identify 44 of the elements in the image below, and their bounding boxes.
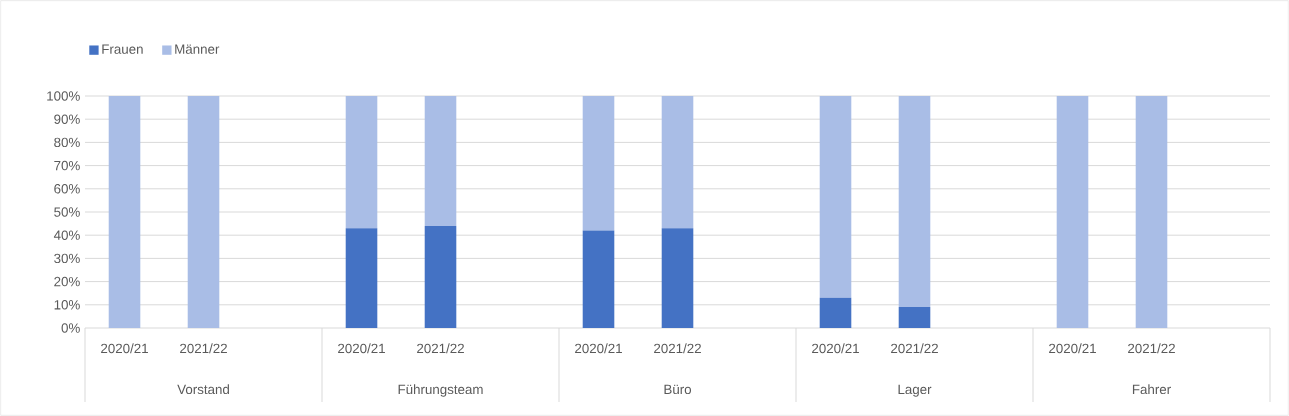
x-tick-label: 2020/21 [338,343,385,354]
y-tick-label: 20% [54,276,80,287]
x-tick-label: 2020/21 [575,343,622,354]
bar [582,95,615,231]
x-tick-label: 2021/22 [180,343,227,354]
text: Vorstand [177,384,229,395]
bar [108,95,141,328]
y-tick-label: 30% [54,253,80,264]
bar [819,95,852,298]
legend-label: Frauen [102,44,143,54]
bar [898,95,931,308]
x-tick-label: 2021/22 [1128,343,1175,354]
y-tick-label: 70% [54,160,80,171]
y-tick-label: 100% [47,91,80,101]
y-tick-label: 80% [54,137,80,148]
y-tick-label: 50% [54,207,80,217]
bar [424,95,457,226]
bar [661,95,694,229]
x-tick-label: 2021/22 [654,343,701,354]
y-tick-label: 10% [54,300,80,310]
text: Fahrer [1132,384,1171,395]
text: Büro [664,384,692,395]
bar [661,228,694,328]
bar [345,228,378,328]
legend-label: Männer [175,44,220,54]
y-tick-label: 40% [53,230,80,240]
bar [345,95,378,229]
text: Führungsteam [398,384,483,397]
bar [819,297,852,328]
bar [1135,95,1168,328]
x-tick-label: 2021/22 [417,343,464,354]
bar [424,225,457,328]
x-tick-label: 2020/21 [1049,343,1096,354]
y-tick-label: 60% [54,184,80,194]
bar [582,230,615,328]
y-tick-label: 0% [61,323,80,333]
x-tick-label: 2021/22 [891,343,938,354]
bar [187,95,220,328]
bar [1056,95,1089,328]
x-tick-label: 2020/21 [101,343,148,354]
bar [898,307,931,328]
text: Lager [898,384,932,397]
x-tick-label: 2020/21 [812,343,859,354]
y-tick-label: 90% [54,114,80,124]
